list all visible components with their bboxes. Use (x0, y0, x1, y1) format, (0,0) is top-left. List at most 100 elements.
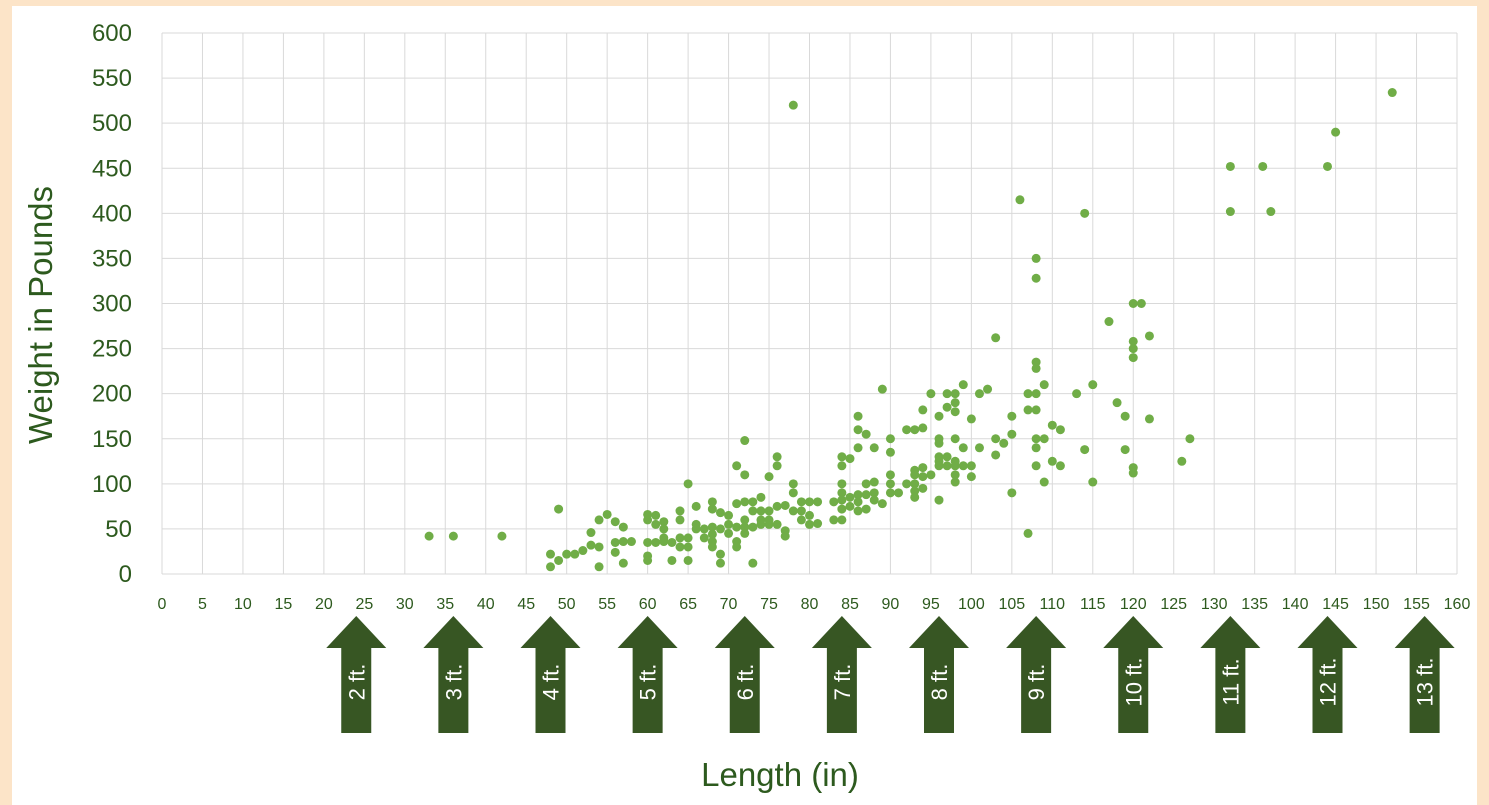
x-tick-label: 80 (801, 596, 819, 613)
data-point (999, 438, 1009, 448)
data-point (748, 506, 758, 516)
data-point (950, 398, 960, 408)
data-point (788, 100, 798, 110)
data-point (885, 447, 895, 457)
data-point (772, 461, 782, 471)
data-point (1023, 389, 1033, 399)
data-point (740, 522, 750, 532)
data-point (1080, 445, 1090, 455)
data-point (1055, 425, 1065, 435)
data-point (594, 515, 604, 525)
data-point (885, 434, 895, 444)
data-point (643, 555, 653, 565)
data-point (1072, 389, 1082, 399)
x-axis-title: Length (in) (701, 756, 859, 793)
y-tick-labels: 0 50 100 150 200 250 300 350 400 450 500 550 600 (92, 20, 132, 588)
feet-arrow: 5 ft. (617, 616, 678, 733)
data-point (837, 488, 847, 498)
data-point (732, 542, 742, 552)
data-point (1031, 363, 1041, 373)
y-tick-label: 600 (92, 20, 132, 47)
data-point (1128, 344, 1138, 354)
data-point (974, 443, 984, 453)
data-point (853, 490, 863, 500)
data-point (626, 537, 636, 547)
data-point (724, 528, 734, 538)
x-tick-label: 45 (517, 596, 535, 613)
data-point (1266, 207, 1276, 217)
y-tick-label: 350 (92, 245, 132, 272)
data-point (756, 492, 766, 502)
x-tick-label: 30 (396, 596, 414, 613)
data-point (885, 470, 895, 480)
data-point (1039, 477, 1049, 487)
feet-arrow: 12 ft. (1297, 616, 1358, 733)
data-point (715, 549, 725, 559)
x-tick-label: 115 (1080, 596, 1106, 613)
data-point (1023, 405, 1033, 415)
data-point (853, 425, 863, 435)
data-point (983, 384, 993, 394)
feet-label: 3 ft. (441, 664, 466, 701)
feet-label: 5 ft. (636, 664, 661, 701)
data-point (796, 497, 806, 507)
data-point (756, 519, 766, 529)
y-tick-label: 100 (92, 471, 132, 498)
arrow-shape (811, 616, 872, 733)
feet-label: 11 ft. (1218, 658, 1243, 705)
x-tick-label: 20 (315, 596, 333, 613)
data-point (667, 555, 677, 565)
data-point (950, 389, 960, 399)
data-point (780, 500, 790, 510)
data-point (837, 515, 847, 525)
data-point (643, 537, 653, 547)
x-tick-label: 40 (477, 596, 495, 613)
arrow-shape (1297, 616, 1358, 733)
arrow-shape (617, 616, 678, 733)
data-point (683, 542, 693, 552)
data-point (740, 436, 750, 446)
arrow-shape (326, 616, 387, 733)
data-point (837, 479, 847, 489)
data-point (910, 425, 920, 435)
data-point (683, 533, 693, 543)
feet-label: 9 ft. (1024, 664, 1049, 701)
x-tick-label: 145 (1322, 596, 1349, 613)
data-point (942, 452, 952, 462)
data-point (796, 506, 806, 516)
data-point (869, 477, 879, 487)
data-point (1007, 488, 1017, 498)
data-point (910, 486, 920, 496)
data-point (853, 443, 863, 453)
data-point (813, 497, 823, 507)
data-point (877, 499, 887, 509)
data-point (683, 479, 693, 489)
data-point (1331, 127, 1341, 137)
data-point (1128, 336, 1138, 346)
data-point (918, 463, 928, 473)
y-tick-label: 150 (92, 426, 132, 453)
feet-arrows: 2 ft. 3 ft. 4 ft. 5 ft. 6 ft. 7 ft. 8 ft. 9 ft.… (326, 616, 1455, 733)
data-point (942, 389, 952, 399)
data-point (675, 506, 685, 516)
data-point (699, 524, 709, 534)
data-point (756, 506, 766, 516)
data-point (659, 524, 669, 534)
data-point (805, 510, 814, 520)
data-point (1225, 161, 1235, 171)
data-point (740, 515, 750, 525)
data-point (845, 501, 855, 511)
data-point (1120, 445, 1130, 455)
data-point (934, 438, 944, 448)
data-point (991, 450, 1001, 460)
data-point (950, 477, 960, 487)
data-point (772, 519, 782, 529)
data-point (837, 504, 847, 514)
data-point (748, 558, 758, 568)
data-point (1128, 468, 1138, 478)
data-point (651, 537, 661, 547)
data-point (1047, 420, 1057, 430)
data-point (837, 452, 847, 462)
data-point (732, 499, 742, 509)
